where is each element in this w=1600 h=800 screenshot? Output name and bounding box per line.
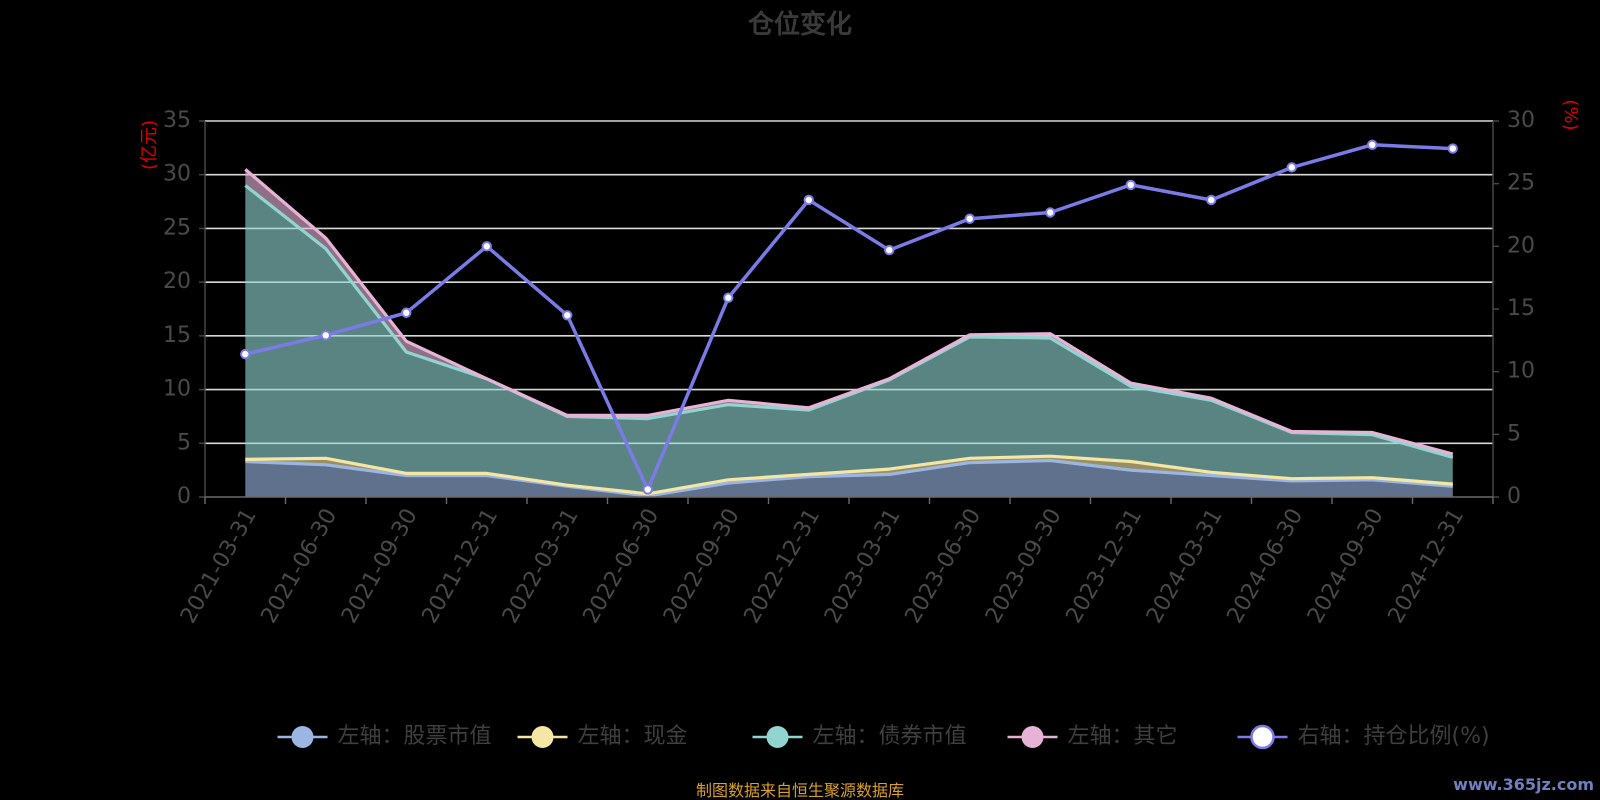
x-tick-label: 2021-06-30 <box>257 505 343 628</box>
x-tick-label: 2021-12-31 <box>418 505 504 628</box>
left-tick-label: 0 <box>177 484 191 509</box>
legend-marker <box>531 726 554 748</box>
x-tick-label: 2021-09-30 <box>337 505 423 628</box>
ratio-point <box>401 307 412 318</box>
x-tick-label: 2024-06-30 <box>1223 505 1309 628</box>
right-tick-label: 5 <box>1507 421 1521 446</box>
legend-marker <box>766 726 789 748</box>
x-tick-label: 2023-06-30 <box>901 505 987 628</box>
ratio-point <box>1045 207 1056 218</box>
right-tick-label: 20 <box>1507 233 1535 258</box>
x-tick-label: 2022-06-30 <box>579 505 665 628</box>
ratio-line <box>244 143 1453 492</box>
legend-label: 右轴：持仓比例(%) <box>1298 724 1490 749</box>
right-axis-unit: (%) <box>1560 99 1581 130</box>
series-lines <box>240 139 1458 498</box>
ratio-point <box>1367 139 1378 151</box>
left-tick-label: 35 <box>163 108 191 133</box>
legend-label: 左轴：现金 <box>578 724 688 749</box>
legend-label: 左轴：其它 <box>1068 724 1178 749</box>
left-tick-label: 20 <box>163 269 191 294</box>
legend-label: 左轴：股票市值 <box>338 724 492 749</box>
x-tick-label: 2023-09-30 <box>981 505 1067 628</box>
area-fill <box>245 185 1453 494</box>
ratio-point <box>964 213 975 224</box>
left-tick-label: 30 <box>163 162 191 187</box>
ratio-point <box>1286 162 1297 173</box>
x-tick-label: 2021-03-31 <box>176 505 262 628</box>
area-layers <box>245 169 1453 497</box>
ratio-point <box>1447 143 1458 154</box>
area-edge-line <box>245 458 1453 498</box>
left-tick-label: 5 <box>177 430 191 455</box>
area-fill <box>245 460 1453 497</box>
ratio-point <box>884 244 895 256</box>
x-tick-label: 2024-03-31 <box>1142 505 1228 628</box>
legend-marker <box>1021 726 1044 748</box>
right-tick-label: 25 <box>1507 171 1535 196</box>
ratio-point <box>481 241 492 252</box>
ratio-point <box>642 484 653 495</box>
x-tick-label: 2023-03-31 <box>820 505 906 628</box>
area-edge-line <box>244 168 1454 456</box>
x-tick-label: 2022-12-31 <box>740 505 826 628</box>
left-tick-label: 10 <box>163 377 191 402</box>
x-tick-label: 2023-12-31 <box>1062 505 1148 628</box>
ratio-point <box>320 330 331 341</box>
legend-marker <box>1250 724 1275 750</box>
legend-item: 左轴：现金 <box>517 724 688 749</box>
legend: 左轴：股票市值 左轴：现金 左轴：债券市值 左轴：其它 右轴：持仓比例(%) <box>277 724 1490 750</box>
legend-label: 左轴：债券市值 <box>813 724 967 749</box>
left-tick-label: 25 <box>163 215 191 240</box>
legend-marker <box>291 726 314 748</box>
watermark: www.365jz.com <box>1453 775 1594 794</box>
x-tick-label: 2022-09-30 <box>659 505 745 628</box>
area-fill <box>245 456 1453 496</box>
data-source-footer: 制图数据来自恒生聚源数据库 <box>696 781 904 800</box>
left-tick-label: 15 <box>163 323 191 348</box>
ratio-point <box>562 310 573 321</box>
right-tick-label: 30 <box>1507 108 1535 133</box>
legend-item: 右轴：持仓比例(%) <box>1237 724 1490 750</box>
area-edge-line <box>245 454 1453 496</box>
chart-title: 仓位变化 <box>747 9 852 40</box>
x-tick-label: 2022-03-31 <box>498 505 584 628</box>
right-tick-label: 15 <box>1507 296 1535 321</box>
x-tick-label: 2024-09-30 <box>1303 505 1389 628</box>
right-tick-label: 10 <box>1507 359 1535 384</box>
ratio-point <box>1206 194 1217 206</box>
right-tick-label: 0 <box>1507 484 1521 509</box>
left-axis-unit: (亿元) <box>139 120 160 170</box>
legend-item: 左轴：其它 <box>1007 724 1178 749</box>
x-tick-label: 2024-12-31 <box>1384 505 1470 628</box>
ratio-point <box>1125 179 1136 191</box>
legend-item: 左轴：债券市值 <box>752 724 967 749</box>
ratio-point <box>240 348 251 360</box>
ratio-point <box>803 194 814 206</box>
ratio-point <box>723 292 734 303</box>
legend-item: 左轴：股票市值 <box>277 724 492 749</box>
